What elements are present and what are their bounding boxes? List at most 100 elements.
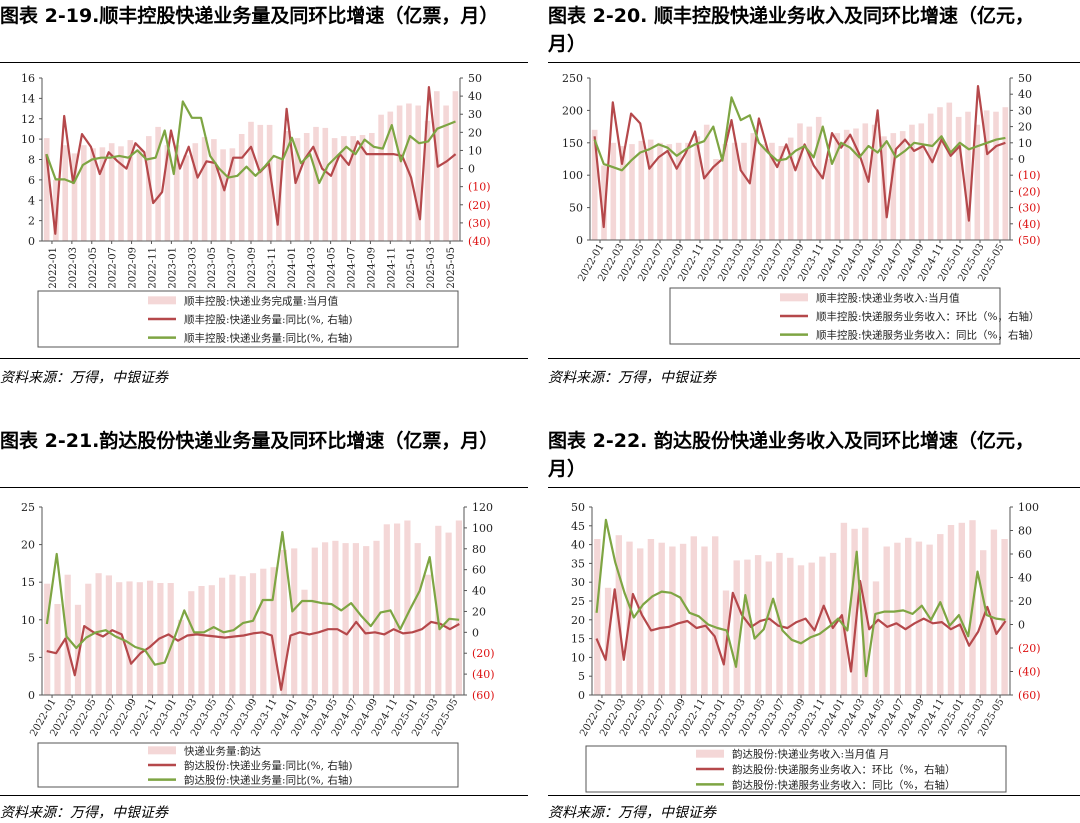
bar [238, 134, 245, 241]
bar [926, 544, 933, 695]
x-tick-label: 2023-11 [267, 247, 278, 289]
bar [965, 111, 971, 240]
bar [591, 129, 598, 240]
bar [754, 555, 762, 695]
bar [85, 583, 92, 695]
right-tick-label: (60) [472, 689, 495, 702]
bar [610, 142, 617, 240]
x-tick-label: 2023-01 [167, 247, 178, 289]
bar [280, 549, 287, 695]
x-tick-label: 2023-09 [247, 247, 258, 289]
bar [825, 159, 831, 240]
right-tick-label: 100 [1018, 501, 1039, 514]
bar [915, 541, 923, 695]
bar [894, 542, 901, 695]
bar [414, 543, 421, 695]
bar [352, 543, 359, 695]
bar [808, 562, 815, 695]
x-tick-label: 2022-05 [88, 247, 99, 289]
chart-panel-yunda-volume: 图表 2-21.韵达股份快递业务量及同环比增速（亿票，月） 0 5 10 15 20 25… [0, 425, 528, 823]
bar [44, 583, 51, 695]
legend-label: 顺丰控股:快递服务业务收入：环比（%，右轴） [816, 310, 1040, 323]
left-tick-label: 20 [21, 539, 35, 552]
right-tick-label: (40) [1018, 666, 1041, 679]
bar [890, 133, 897, 240]
legend-label: 顺丰控股:快递服务业务收入：同比（%，右轴） [816, 329, 1040, 342]
x-tick-label: 2022-01 [48, 247, 59, 289]
bar [167, 583, 174, 695]
bar [248, 121, 254, 241]
bar [71, 153, 78, 241]
bar [637, 548, 644, 695]
bar [404, 520, 411, 695]
bar [147, 580, 154, 695]
right-tick-label: 80 [472, 543, 486, 556]
bar [62, 145, 68, 241]
bar [733, 560, 740, 695]
bar [741, 142, 747, 240]
bar [974, 124, 981, 240]
right-tick-label: 50 [468, 72, 482, 85]
bar [871, 124, 878, 240]
bottom-rule [0, 358, 528, 359]
legend-label: 快递业务量:韵达 [184, 744, 262, 757]
bar [669, 546, 676, 695]
x-tick-label: 2025-05 [446, 247, 457, 289]
left-tick-label: 16 [21, 72, 35, 85]
right-tick-label: (20) [472, 647, 495, 660]
bar [937, 534, 944, 695]
bar [359, 135, 366, 241]
bar [666, 144, 673, 240]
bar [647, 539, 655, 695]
legend-label: 韵达股份:快递服务业务收入：环比（%，右轴） [732, 763, 956, 776]
source-note: 资料来源：万得，中银证券 [0, 370, 168, 386]
left-tick-label: 5 [28, 651, 35, 664]
right-tick-label: (30) [468, 217, 491, 230]
bar [443, 105, 449, 241]
bar [342, 543, 349, 695]
x-tick-label: 2025-03 [426, 247, 437, 289]
bar [750, 133, 757, 240]
x-tick-label: 2022-11 [147, 247, 158, 289]
legend-label: 韵达股份:快递服务业务收入：同比（%，右轴） [732, 778, 956, 791]
bar [601, 165, 607, 240]
bar [127, 140, 134, 241]
right-tick-label: 30 [468, 108, 482, 121]
series-line [45, 86, 457, 235]
left-tick-label: 10 [571, 651, 585, 664]
left-tick-label: 250 [562, 72, 583, 85]
bar [851, 528, 858, 695]
chart-svg: 0 5 10 15 20 25 30 35 40 45 50 (60) (40) (20) 0 20 40 60 8… [571, 501, 1041, 793]
bar [806, 126, 813, 240]
bar [899, 131, 906, 240]
x-tick-label: 2024-11 [386, 247, 397, 289]
bar [90, 148, 96, 241]
bar [797, 565, 805, 695]
bar [647, 139, 654, 240]
series-line [595, 579, 1007, 673]
bar [383, 524, 390, 695]
chart-panel-yunda-revenue: 图表 2-22. 韵达股份快递业务收入及同环比增速（亿元，月） 0 5 10 15 20… [548, 425, 1080, 823]
left-tick-label: 25 [21, 501, 35, 514]
right-tick-label: (40) [1018, 218, 1041, 231]
bar [744, 559, 751, 695]
left-tick-label: 10 [21, 614, 35, 627]
bar [270, 567, 277, 695]
x-tick-label: 2022-07 [108, 247, 119, 289]
bar [853, 128, 859, 240]
legend-swatch [780, 293, 808, 302]
bar [769, 142, 775, 240]
bar [679, 543, 687, 695]
right-tick-label: 0 [468, 163, 475, 176]
right-tick-label: 10 [1018, 137, 1032, 150]
bar [658, 542, 665, 695]
bar [387, 111, 394, 241]
x-tick-label: 2022-09 [128, 247, 139, 289]
right-tick-label: (40) [468, 235, 491, 248]
right-tick-label: 50 [1018, 72, 1032, 85]
left-tick-label: 25 [571, 595, 585, 608]
chart-title: 图表 2-21.韵达股份快递业务量及同环比增速（亿票，月） [0, 430, 499, 452]
left-tick-label: 40 [571, 539, 585, 552]
right-tick-label: 40 [472, 585, 486, 598]
left-tick-label: 100 [562, 169, 583, 182]
